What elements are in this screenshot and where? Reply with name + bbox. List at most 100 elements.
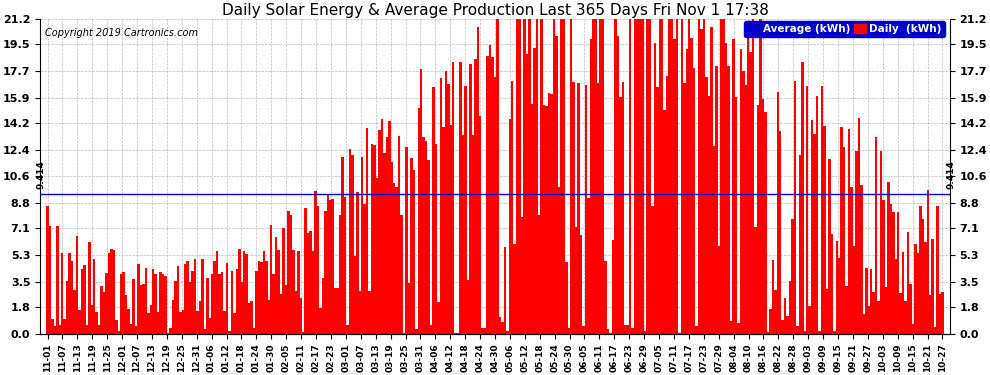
Bar xyxy=(489,45,491,334)
Bar xyxy=(445,71,447,334)
Bar xyxy=(668,19,671,334)
Bar xyxy=(145,268,148,334)
Bar xyxy=(506,331,509,334)
Bar xyxy=(305,209,307,334)
Bar xyxy=(246,254,248,334)
Bar xyxy=(799,154,801,334)
Bar xyxy=(929,294,932,334)
Bar xyxy=(314,190,317,334)
Bar xyxy=(705,77,708,334)
Bar xyxy=(794,81,796,334)
Bar xyxy=(759,19,761,334)
Bar xyxy=(811,120,814,334)
Bar xyxy=(295,291,297,334)
Bar xyxy=(710,27,713,334)
Bar xyxy=(229,331,231,334)
Bar xyxy=(255,270,257,334)
Bar xyxy=(642,19,644,334)
Bar xyxy=(738,322,740,334)
Bar xyxy=(366,128,368,334)
Bar xyxy=(560,19,562,334)
Bar xyxy=(516,19,519,334)
Bar xyxy=(260,262,262,334)
Bar xyxy=(309,231,312,334)
Bar xyxy=(358,291,361,334)
Bar xyxy=(842,147,845,334)
Bar xyxy=(393,183,395,334)
Bar xyxy=(577,83,580,334)
Bar xyxy=(612,240,614,334)
Bar xyxy=(529,19,531,334)
Bar xyxy=(524,19,526,334)
Bar xyxy=(847,129,850,334)
Bar xyxy=(486,56,489,334)
Bar xyxy=(932,239,934,334)
Bar xyxy=(120,274,123,334)
Bar xyxy=(398,136,400,334)
Bar xyxy=(149,304,152,334)
Bar xyxy=(536,19,538,334)
Bar xyxy=(764,112,766,334)
Bar xyxy=(845,286,847,334)
Bar xyxy=(272,274,275,334)
Bar xyxy=(786,316,789,334)
Bar xyxy=(49,226,51,334)
Bar xyxy=(196,310,199,334)
Bar xyxy=(376,178,378,334)
Bar xyxy=(47,206,49,334)
Bar xyxy=(653,44,656,334)
Bar xyxy=(226,263,229,334)
Bar xyxy=(685,49,688,334)
Bar xyxy=(867,306,870,334)
Bar xyxy=(342,158,344,334)
Bar xyxy=(742,71,744,334)
Bar xyxy=(804,331,806,334)
Bar xyxy=(887,182,890,334)
Bar xyxy=(98,325,100,334)
Bar xyxy=(317,206,319,334)
Bar xyxy=(587,198,590,334)
Bar xyxy=(322,278,324,334)
Bar xyxy=(695,326,698,334)
Bar xyxy=(363,204,366,334)
Bar xyxy=(703,19,705,334)
Bar xyxy=(781,320,784,334)
Bar xyxy=(265,261,267,334)
Bar xyxy=(186,261,189,334)
Bar xyxy=(361,157,363,334)
Bar xyxy=(698,19,700,334)
Bar xyxy=(562,19,565,334)
Bar xyxy=(130,324,133,334)
Bar xyxy=(582,326,585,334)
Bar xyxy=(829,159,831,334)
Bar xyxy=(214,261,216,334)
Bar xyxy=(135,326,138,334)
Bar xyxy=(509,118,511,334)
Bar xyxy=(708,96,710,334)
Bar xyxy=(280,294,282,334)
Bar xyxy=(597,83,600,334)
Bar xyxy=(747,28,749,334)
Bar xyxy=(484,328,486,334)
Bar xyxy=(405,147,408,334)
Bar xyxy=(78,310,81,334)
Bar xyxy=(438,302,440,334)
Bar xyxy=(637,19,639,334)
Bar xyxy=(550,94,552,334)
Bar xyxy=(219,274,221,334)
Bar xyxy=(471,135,474,334)
Bar xyxy=(575,228,577,334)
Bar xyxy=(53,326,56,334)
Bar xyxy=(900,293,902,334)
Bar xyxy=(319,308,322,334)
Bar xyxy=(118,331,120,334)
Bar xyxy=(285,285,287,334)
Bar xyxy=(252,328,255,334)
Bar xyxy=(390,162,393,334)
Bar xyxy=(740,49,742,334)
Bar xyxy=(749,52,752,334)
Bar xyxy=(784,298,786,334)
Bar xyxy=(600,19,602,334)
Bar xyxy=(100,286,103,334)
Bar xyxy=(206,278,209,334)
